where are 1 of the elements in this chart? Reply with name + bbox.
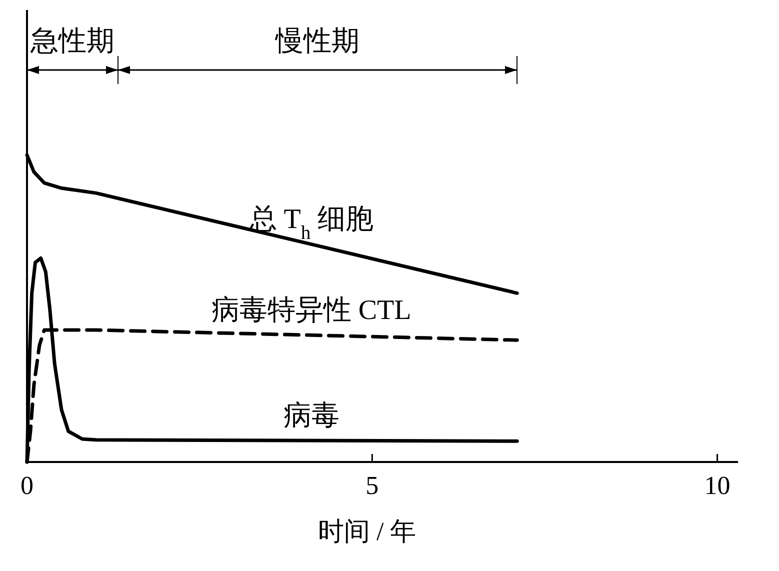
- xlabel: 时间 / 年: [318, 517, 416, 546]
